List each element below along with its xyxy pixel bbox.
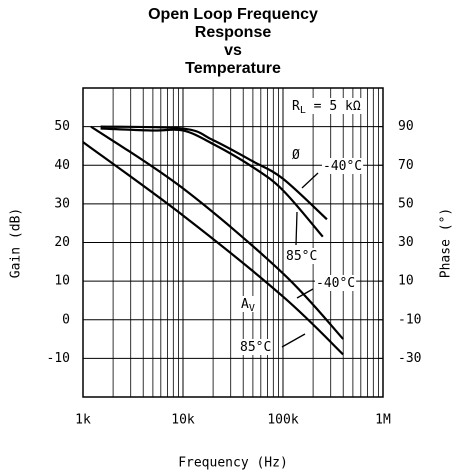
annotation-bg <box>240 296 256 312</box>
annotation-sub: L <box>300 105 306 116</box>
series-line <box>82 141 344 356</box>
y2-axis-label: Phase (°) <box>439 208 454 278</box>
y-tick-label: 50 <box>54 119 70 134</box>
y-axis-label: Gain (dB) <box>9 208 24 278</box>
chart-title: Response <box>195 24 272 41</box>
arrow <box>295 211 298 246</box>
y-tick-label: 20 <box>54 235 70 250</box>
annotation-bg <box>285 248 319 264</box>
y2-tick-label: -10 <box>398 312 421 327</box>
arrow <box>281 333 306 348</box>
annotation-bg <box>322 158 364 174</box>
annotation-bg <box>291 98 362 114</box>
annotation-bg <box>239 339 273 355</box>
y2-tick-label: 70 <box>398 158 414 173</box>
annotation-text: Ø <box>292 148 300 163</box>
y-tick-label: -10 <box>47 351 70 366</box>
y2-tick-label: -30 <box>398 351 421 366</box>
annotation: AV <box>241 297 255 315</box>
annotation: Ø <box>292 148 300 163</box>
x-tick-label: 1M <box>375 413 391 428</box>
x-tick-label: 100k <box>267 413 298 428</box>
annotation-text: -40°C <box>316 276 355 291</box>
annotation: -40°C <box>316 276 355 291</box>
series-line <box>100 127 324 238</box>
y2-tick-label: 10 <box>398 274 414 289</box>
annotation-text: 85°C <box>240 340 271 355</box>
chart-title: Temperature <box>185 60 281 77</box>
y-tick-label: 40 <box>54 158 70 173</box>
y2-tick-label: 30 <box>398 235 414 250</box>
chart-title: Open Loop Frequency <box>148 6 318 23</box>
annotation-text: -40°C <box>323 159 362 174</box>
series-line <box>90 125 345 340</box>
annotation: 85°C <box>286 249 317 264</box>
x-axis-label: Frequency (Hz) <box>178 456 288 471</box>
annotation: -40°C <box>323 159 362 174</box>
y-tick-label: 30 <box>54 196 70 211</box>
arrow <box>296 288 314 299</box>
annotation: RL = 5 kΩ <box>292 99 361 117</box>
annotation-bg <box>291 147 301 163</box>
y2-tick-label: 90 <box>398 119 414 134</box>
y-tick-label: 10 <box>54 274 70 289</box>
y2-tick-label: 50 <box>398 196 414 211</box>
annotation-rest: = 5 kΩ <box>306 99 361 114</box>
chart-title: vs <box>224 42 242 59</box>
arrow <box>301 172 319 189</box>
series-line <box>100 125 328 221</box>
arrows <box>281 172 319 348</box>
annotation-bg <box>315 275 357 291</box>
y-tick-label: 0 <box>62 312 70 327</box>
annotation-text: R <box>292 99 300 114</box>
x-tick-label: 1k <box>75 413 91 428</box>
annotation-sub: V <box>249 303 255 314</box>
x-tick-label: 10k <box>171 413 195 428</box>
annotation-text: 85°C <box>286 249 317 264</box>
annotation-text: A <box>241 297 249 312</box>
annotation: 85°C <box>240 340 271 355</box>
